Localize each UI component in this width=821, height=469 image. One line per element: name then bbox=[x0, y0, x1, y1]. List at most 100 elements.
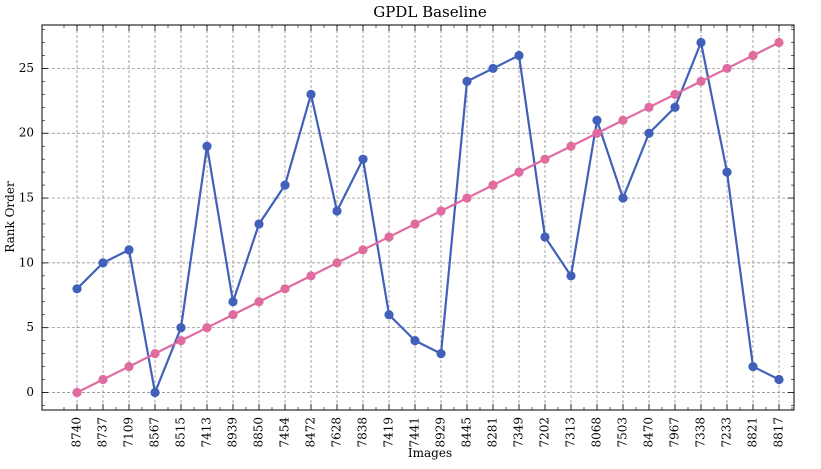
series-2-point bbox=[384, 232, 394, 242]
series-1-line bbox=[76, 41, 780, 394]
x-tick-label: 8472 bbox=[304, 417, 318, 448]
series-2-point bbox=[358, 245, 368, 255]
x-tick-label: 8821 bbox=[746, 417, 760, 448]
series-1-point bbox=[98, 258, 108, 268]
x-tick-label: 7338 bbox=[694, 417, 708, 448]
series-2-point bbox=[72, 387, 82, 398]
x-tick-label: 7349 bbox=[512, 417, 526, 448]
x-axis-label: Images bbox=[408, 446, 452, 460]
series-2-point bbox=[514, 167, 524, 177]
series-1-point bbox=[176, 323, 186, 333]
x-tick-label: 8850 bbox=[252, 417, 266, 448]
x-tick-label: 8740 bbox=[70, 417, 84, 448]
series-1-point bbox=[124, 245, 134, 255]
series-2-point bbox=[488, 180, 498, 190]
series-2-point bbox=[618, 115, 628, 125]
x-tick-label: 7628 bbox=[330, 417, 344, 448]
x-tick-label: 8068 bbox=[590, 417, 604, 448]
x-tick-label: 8281 bbox=[486, 417, 500, 448]
series-2-point bbox=[670, 89, 680, 99]
series-1-point bbox=[514, 50, 524, 61]
series-1-point bbox=[72, 284, 82, 294]
series-1-point bbox=[462, 76, 472, 86]
series-1-point bbox=[436, 349, 446, 359]
series-2 bbox=[72, 37, 784, 398]
series-1-point bbox=[722, 167, 732, 177]
y-tick-label: 25 bbox=[19, 61, 34, 75]
series-1-point bbox=[748, 361, 758, 372]
series-2-point bbox=[228, 310, 238, 320]
grid bbox=[42, 25, 794, 410]
series-2-point bbox=[748, 50, 758, 61]
series-2-point bbox=[254, 297, 264, 307]
x-tick-label: 8515 bbox=[174, 417, 188, 448]
series-1-point bbox=[566, 271, 576, 281]
series-2-point bbox=[176, 336, 186, 346]
series-2-point bbox=[644, 102, 654, 112]
series-1-point bbox=[228, 297, 238, 307]
series-1-point bbox=[644, 128, 654, 138]
series-1-point bbox=[410, 336, 420, 346]
series-1-point bbox=[670, 102, 680, 112]
x-tick-label: 7967 bbox=[668, 417, 682, 448]
series-1-point bbox=[618, 193, 628, 203]
series-1-point bbox=[306, 89, 316, 99]
y-tick-label: 0 bbox=[26, 385, 34, 399]
x-tick-label: 8445 bbox=[460, 417, 474, 448]
series-2-point bbox=[774, 37, 784, 48]
series-2-line bbox=[76, 41, 780, 394]
x-tick-label: 7313 bbox=[564, 417, 578, 448]
series-1-point bbox=[540, 232, 550, 242]
x-tick-label: 8737 bbox=[96, 417, 110, 448]
series-2-point bbox=[98, 374, 108, 385]
series-layer bbox=[72, 37, 784, 398]
x-tick-label: 8929 bbox=[434, 417, 448, 448]
series-1-point bbox=[254, 219, 264, 229]
series-2-point bbox=[280, 284, 290, 294]
series-1-point bbox=[592, 115, 602, 125]
x-tick-label: 7109 bbox=[122, 417, 136, 448]
y-tick-label: 15 bbox=[19, 191, 34, 205]
series-1-point bbox=[488, 63, 498, 74]
series-2-point bbox=[540, 154, 550, 164]
series-1 bbox=[72, 37, 784, 398]
axes: 8740 8737 7109 8567 8515 7413 8939 8850 7454 8472… bbox=[19, 24, 795, 448]
series-2-point bbox=[592, 128, 602, 138]
y-tick-label: 20 bbox=[19, 126, 34, 140]
plot-frame bbox=[41, 24, 795, 411]
series-2-point bbox=[202, 323, 212, 333]
x-tick-label: 8470 bbox=[642, 417, 656, 448]
y-tick-label: 5 bbox=[26, 320, 34, 334]
x-tick-label: 7503 bbox=[616, 417, 630, 448]
series-1-point bbox=[202, 141, 212, 151]
series-1-point bbox=[774, 374, 784, 385]
series-1-point bbox=[384, 310, 394, 320]
x-tick-label: 7419 bbox=[382, 417, 396, 448]
x-tick-label: 8939 bbox=[226, 417, 240, 448]
x-tick-label: 8567 bbox=[148, 417, 162, 448]
series-2-point bbox=[124, 361, 134, 372]
chart-title: GPDL Baseline bbox=[373, 3, 487, 21]
series-1-point bbox=[332, 206, 342, 216]
x-tick-label: 7202 bbox=[538, 417, 552, 448]
x-tick-label: 7413 bbox=[200, 417, 214, 448]
y-tick-label: 10 bbox=[19, 255, 34, 269]
series-1-point bbox=[358, 154, 368, 164]
series-2-point bbox=[306, 271, 316, 281]
x-tick-label: 7454 bbox=[278, 417, 292, 448]
series-2-point bbox=[436, 206, 446, 216]
series-1-point bbox=[696, 37, 706, 48]
series-2-point bbox=[566, 141, 576, 151]
series-1-point bbox=[150, 387, 160, 398]
series-2-point bbox=[462, 193, 472, 203]
series-2-point bbox=[410, 219, 420, 229]
x-tick-label: 8817 bbox=[772, 417, 786, 448]
series-2-point bbox=[722, 63, 732, 74]
x-tick-label: 7838 bbox=[356, 417, 370, 448]
series-1-point bbox=[280, 180, 290, 190]
series-2-point bbox=[150, 349, 160, 359]
x-tick-label: 7233 bbox=[720, 417, 734, 448]
x-tick-label: 7441 bbox=[408, 417, 422, 448]
